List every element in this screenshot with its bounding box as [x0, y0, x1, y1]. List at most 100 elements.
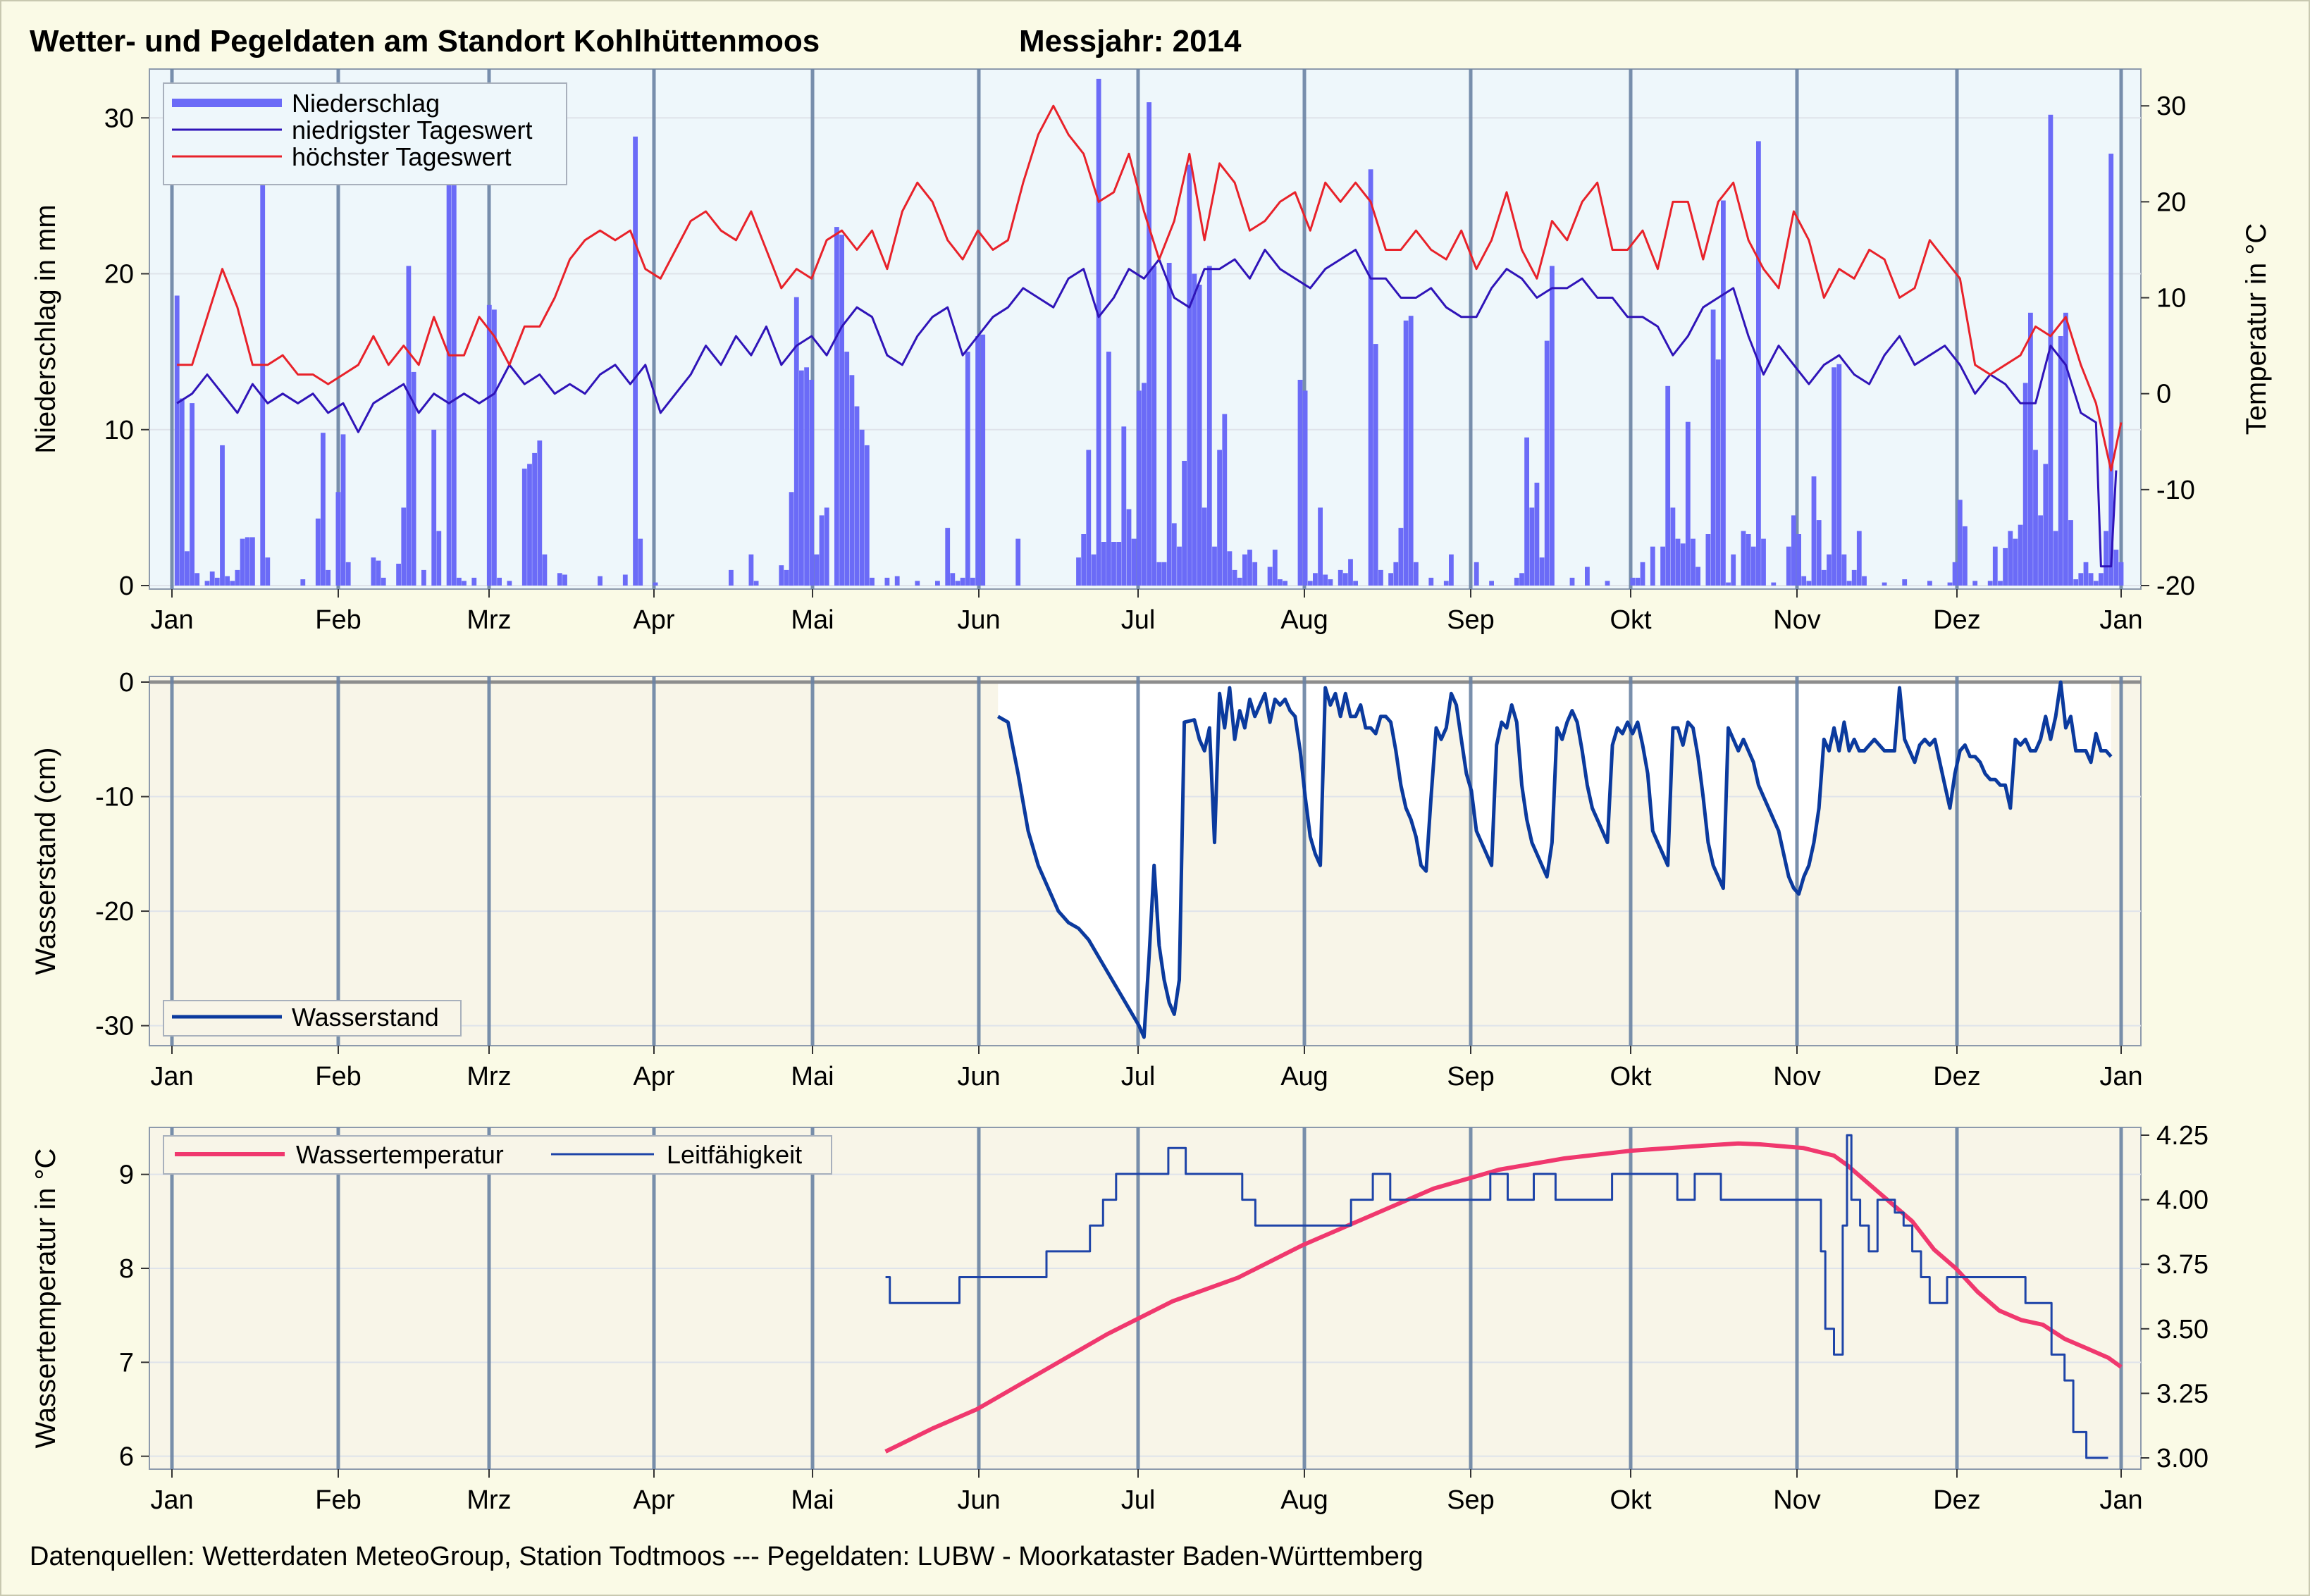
precip-bar [527, 464, 532, 586]
precip-bar [345, 562, 351, 586]
precip-bar [1171, 523, 1177, 586]
precip-bar [2018, 524, 2023, 586]
precip-bar [1529, 507, 1535, 586]
precip-bar [950, 573, 956, 586]
precip-bar [854, 406, 860, 586]
weather-y2-tick-label: 0 [2156, 380, 2171, 409]
precip-bar [1081, 534, 1087, 586]
water-level-x-tick-label: Feb [315, 1062, 361, 1091]
precip-bar [1534, 483, 1540, 586]
precip-bar [1710, 309, 1716, 586]
water-temp-x-tick-label: Jun [957, 1485, 1000, 1515]
weather-y2-tick-label: -20 [2156, 571, 2195, 601]
water-level-y-tick-label: -10 [95, 783, 134, 812]
precip-bar [2003, 548, 2008, 586]
precip-bar [1232, 569, 1237, 586]
water-temp-x-tick-label: Mai [791, 1485, 834, 1515]
precip-bar [1015, 538, 1021, 586]
precip-bar [1121, 426, 1127, 586]
precip-bar [521, 469, 527, 586]
weather-panel: 0 10 20 30 Niederschlag in mm -20 -10 0 10 20 30 Te… [30, 68, 2272, 635]
weather-y2-tick-label: 20 [2156, 187, 2186, 217]
weather-x-tick-label: Feb [315, 605, 361, 635]
precip-bar [300, 579, 306, 586]
precip-bar [598, 576, 603, 586]
precip-bar [1630, 577, 1636, 586]
water-temp-plot-area [149, 1127, 2142, 1470]
precip-bar [1252, 562, 1258, 586]
precip-bar [225, 576, 230, 586]
precip-bar [381, 577, 386, 586]
weather-x-tick-label: Dez [1933, 605, 1981, 635]
water-level-x-tick-label: Jun [957, 1062, 1000, 1091]
precip-bar [194, 573, 200, 586]
precip-bar [1136, 390, 1142, 586]
precip-bar [1987, 581, 1993, 586]
precip-bar [2022, 383, 2028, 586]
precip-bar [376, 560, 381, 586]
precip-bar [1862, 576, 1867, 586]
precip-bar [1963, 526, 1968, 586]
water-level-line [996, 680, 2113, 1039]
precip-bar [814, 554, 820, 586]
precip-bar [250, 537, 255, 586]
weather-y2-tick-label: 30 [2156, 92, 2186, 121]
precip-bar [1116, 542, 1122, 586]
precip-bar [1827, 554, 1832, 586]
precip-bar [1091, 554, 1097, 586]
precip-bar [1489, 581, 1494, 586]
water-temp-y2-tick-label: 4.00 [2156, 1186, 2209, 1215]
precip-bar [1342, 573, 1348, 586]
water-temp-y-tick-label: 8 [119, 1254, 134, 1284]
precip-bar [935, 581, 940, 586]
precip-bar [1212, 546, 1217, 586]
water-temp-x-tick-label: Okt [1610, 1485, 1652, 1515]
precip-bar [864, 445, 870, 586]
precip-bar [1106, 352, 1111, 586]
precip-bar [1811, 476, 1817, 586]
precip-bar [214, 577, 220, 586]
precip-bar [2038, 515, 2043, 586]
precip-bar [819, 515, 824, 586]
precip-bar [486, 304, 492, 586]
precip-bar [1449, 554, 1454, 586]
weather-y-label: Niederschlag in mm [30, 204, 61, 453]
precip-bar [1182, 461, 1187, 586]
precip-bar [1816, 520, 1822, 586]
precip-bar [1242, 554, 1247, 586]
precip-bar [190, 403, 194, 586]
tmax-line [177, 104, 2123, 472]
precip-bar [824, 507, 829, 586]
precip-bar [1443, 581, 1449, 586]
precip-bar [1206, 266, 1212, 586]
precip-bar [2033, 450, 2038, 586]
precip-bar [1177, 546, 1182, 586]
precip-bar [1131, 538, 1137, 586]
precip-bar [1539, 557, 1545, 586]
precip-bar [1670, 507, 1676, 586]
weather-y2-tick-label: -10 [2156, 476, 2195, 505]
precip-bar [2053, 531, 2058, 586]
precip-bar [779, 565, 784, 586]
precip-bar [1685, 421, 1691, 586]
precip-bar [451, 168, 457, 586]
precip-bar [562, 574, 567, 586]
precip-bar [789, 492, 794, 586]
precip-bar [1726, 582, 1731, 586]
precip-bar [2048, 114, 2053, 586]
precip-bar [1313, 573, 1318, 586]
precip-bar [1227, 551, 1233, 586]
weather-x-tick-label: Jan [2099, 605, 2142, 635]
precip-bar [1660, 546, 1665, 586]
weather-x-tick-label: Okt [1610, 605, 1652, 635]
precip-bar [834, 227, 839, 586]
precip-bar [436, 531, 442, 586]
precip-bar [1691, 538, 1696, 586]
precip-bar [421, 569, 426, 586]
precip-bar [1393, 562, 1399, 586]
precip-bar [1806, 581, 1812, 586]
precip-bar [653, 582, 658, 586]
precip-bar [1514, 577, 1519, 586]
